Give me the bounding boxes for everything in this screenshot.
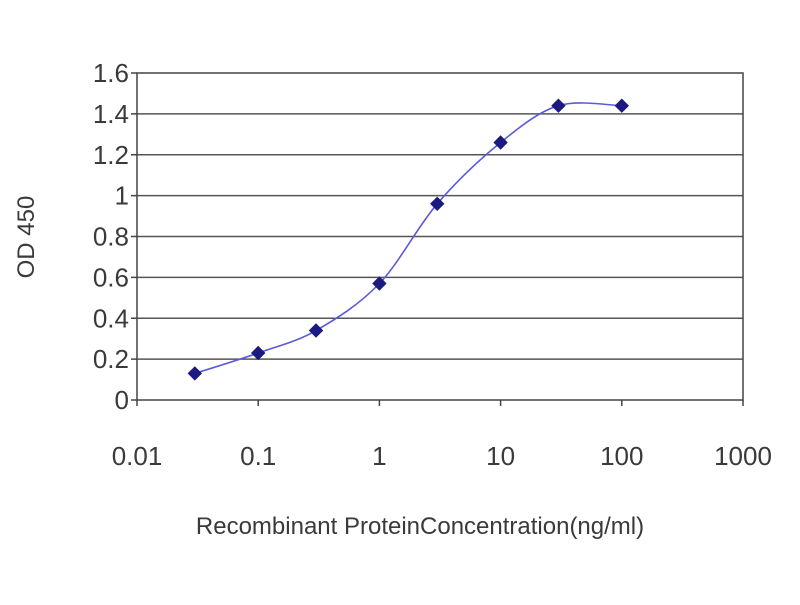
y-tick-label: 0.4 [93,303,129,333]
x-tick-label: 1 [372,441,386,471]
grid-layer [137,113,743,360]
data-point [430,196,445,212]
data-point [308,323,324,338]
y-axis-title: OD 450 [13,196,40,279]
y-tick-label: 0.8 [93,222,129,252]
x-tick-label: 0.1 [240,441,276,471]
data-point [614,98,630,113]
data-point [551,98,566,113]
axis-layer: 0 0.2 0.4 0.6 0.8 1 1.2 1.4 1.6 0.01 0.1 1 10 100 1000 [93,58,772,471]
data-point [493,135,508,150]
y-tick-label: 0 [115,385,129,415]
data-point [187,366,203,381]
x-tick-label: 100 [600,441,643,471]
series-layer [187,98,630,381]
y-tick-label: 1.4 [93,99,129,129]
data-point [372,276,387,291]
y-tick-label: 0.6 [93,262,129,292]
x-tick-label: 1000 [714,441,772,471]
y-tick-label: 1.6 [93,58,129,88]
y-tick-label: 1.2 [93,140,129,170]
x-tick-label: 0.01 [112,441,163,471]
x-tick-label: 10 [486,441,515,471]
series-line [194,102,622,375]
y-tick-label: 0.2 [93,344,129,374]
data-point [250,345,266,361]
y-tick-label: 1 [115,181,129,211]
x-axis-title: Recombinant ProteinConcentration(ng/ml) [196,513,644,540]
